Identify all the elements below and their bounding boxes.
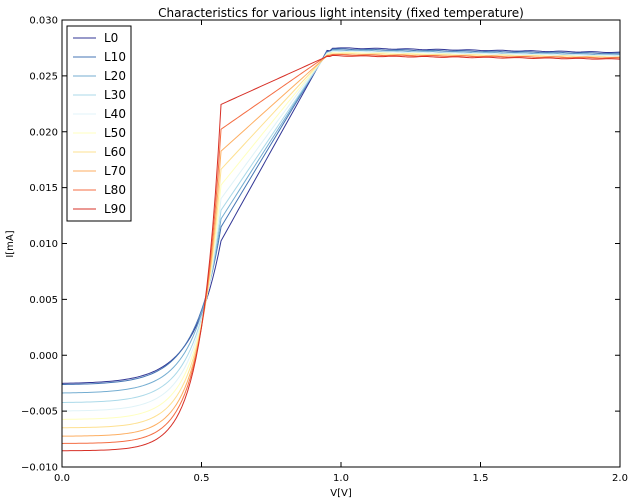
legend-label-l60: L60 [104,145,126,159]
legend-label-l40: L40 [104,107,126,121]
x-tick-label: 1.0 [333,473,349,484]
y-axis: −0.010 −0.005 0.000 0.005 0.010 0.015 0.020 0.0… [21,16,620,474]
y-tick-label: 0.030 [29,16,58,27]
series-layer [61,47,621,452]
y-tick-label: −0.005 [21,407,58,418]
y-tick-label: 0.010 [29,239,58,250]
legend-label-l70: L70 [104,164,126,178]
legend-label-l0: L0 [104,31,118,45]
x-tick-label: 0.0 [54,473,70,484]
y-tick-label: 0.025 [29,71,58,82]
y-tick-label: 0.015 [29,183,58,194]
series-line-l60 [61,52,621,429]
chart-title: Characteristics for various light intens… [158,6,524,20]
plot-frame [61,19,621,468]
y-tick-label: −0.010 [21,463,58,474]
x-tick-label: 1.5 [473,473,489,484]
series-line-l40 [61,50,621,412]
legend-label-l30: L30 [104,88,126,102]
x-tick-label: 0.5 [194,473,210,484]
x-axis: 0.0 0.5 1.0 1.5 2.0 [54,20,628,484]
series-line-l20 [61,49,621,394]
y-axis-label: I[mA] [5,230,16,257]
legend-box [66,25,132,222]
legend-label-l50: L50 [104,126,126,140]
legend: L0 L10 L20 L30 L40 L50 L60 L70 L80 L90 [66,25,132,222]
legend-label-l20: L20 [104,69,126,83]
legend-label-l10: L10 [104,50,126,64]
x-tick-label: 2.0 [612,473,628,484]
legend-label-l80: L80 [104,183,126,197]
series-line-l10 [61,48,621,386]
x-axis-label: V[V] [330,488,352,499]
series-line-l70 [61,53,621,437]
y-tick-label: 0.000 [29,351,58,362]
series-line-l30 [61,50,621,403]
y-tick-label: 0.020 [29,127,58,138]
series-line-l0 [61,47,621,384]
series-line-l50 [61,51,621,420]
series-line-l90 [61,54,621,452]
series-line-l80 [61,53,621,444]
y-tick-label: 0.005 [29,295,58,306]
legend-label-l90: L90 [104,202,126,216]
